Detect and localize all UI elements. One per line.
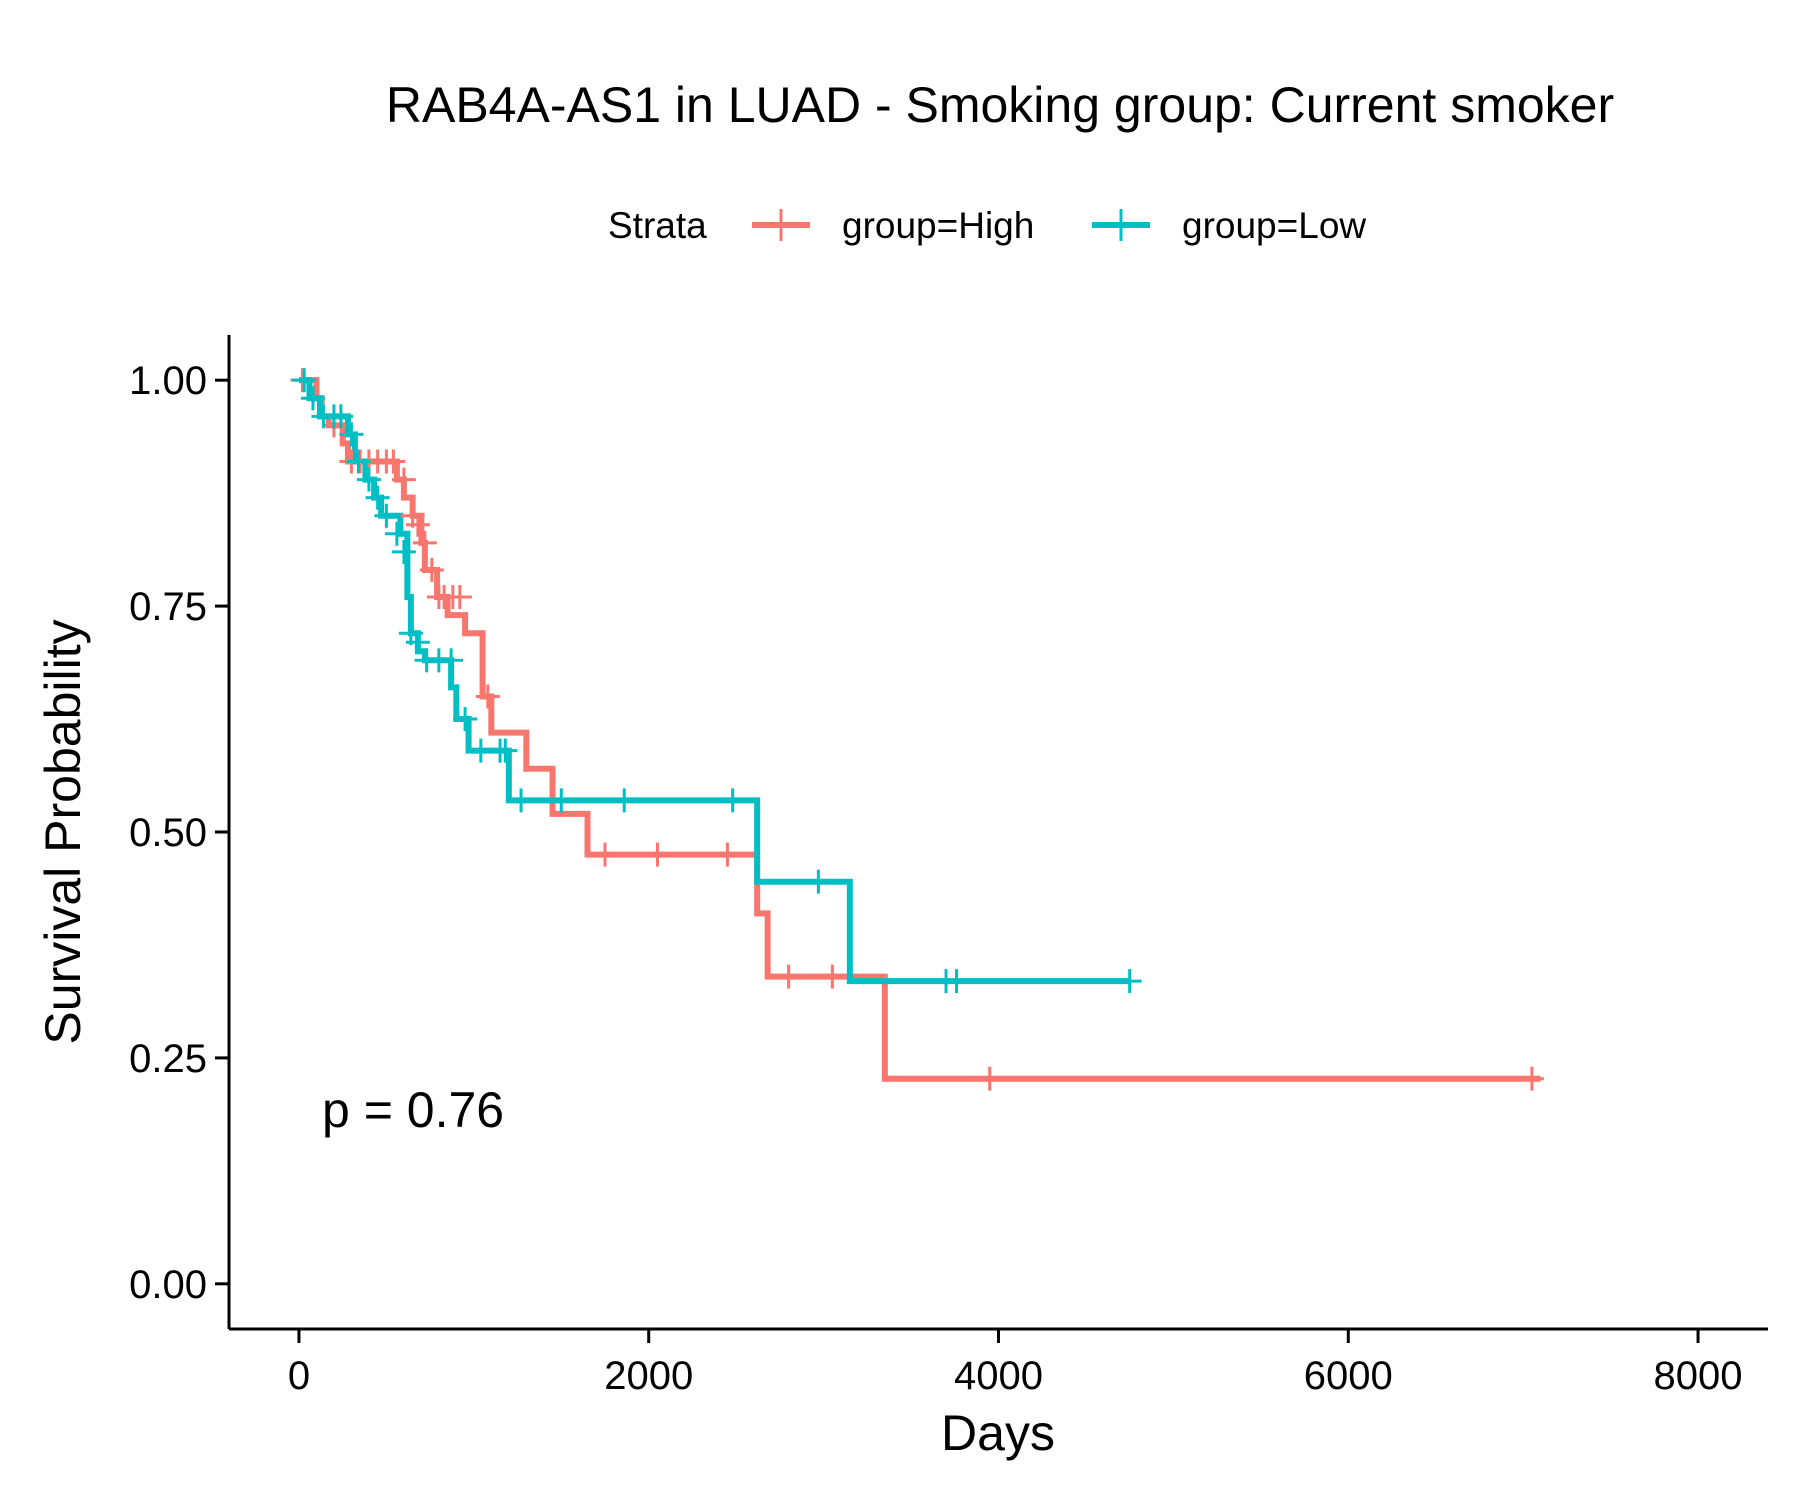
p-value-annotation: p = 0.76 xyxy=(322,1082,504,1138)
censor-mark-high xyxy=(391,467,416,492)
legend-title: Strata xyxy=(608,205,707,246)
censor-mark-low xyxy=(328,404,353,429)
legend-key-high xyxy=(752,209,810,241)
censor-mark-low xyxy=(374,503,399,528)
censor-mark-low xyxy=(944,969,969,994)
censor-marks xyxy=(290,368,1544,1091)
legend-key-low xyxy=(1092,209,1150,241)
censor-mark-high xyxy=(419,557,444,582)
x-tick-label: 4000 xyxy=(954,1354,1043,1398)
censor-mark-high xyxy=(645,842,670,867)
x-axis-title: Days xyxy=(941,1405,1055,1461)
censor-mark-high xyxy=(447,585,472,610)
censor-mark-low xyxy=(384,521,409,546)
censor-mark-high xyxy=(405,512,430,537)
legend-label-high: group=High xyxy=(842,205,1034,246)
censor-mark-high xyxy=(820,964,845,989)
plot-area: 0.00 0.25 0.50 0.75 1.00 0 2000 4000 6000 8000 xyxy=(129,335,1768,1398)
censor-mark-low xyxy=(549,788,574,813)
censor-mark-low xyxy=(720,788,745,813)
x-axis-ticks: 0 2000 4000 6000 8000 xyxy=(288,1329,1743,1398)
y-tick-label: 0.00 xyxy=(129,1263,207,1307)
censor-mark-low xyxy=(365,485,390,510)
y-axis-title: Survival Probability xyxy=(35,619,91,1044)
censor-mark-low xyxy=(806,869,831,894)
legend-label-low: group=Low xyxy=(1182,205,1366,246)
censor-mark-high xyxy=(977,1066,1002,1091)
censor-mark-high xyxy=(475,684,500,709)
censor-mark-low xyxy=(339,422,364,447)
censor-mark-low xyxy=(300,386,325,411)
censor-mark-high xyxy=(381,449,406,474)
x-tick-label: 6000 xyxy=(1304,1354,1393,1398)
survival-curves xyxy=(298,377,1541,1082)
censor-mark-low xyxy=(1117,969,1142,994)
censor-mark-low xyxy=(509,788,534,813)
censor-mark-low xyxy=(439,648,464,673)
censor-mark-high xyxy=(412,530,437,555)
censor-mark-low xyxy=(405,630,430,655)
x-tick-label: 0 xyxy=(288,1354,310,1398)
chart-title: RAB4A-AS1 in LUAD - Smoking group: Curre… xyxy=(386,77,1614,133)
y-tick-label: 0.75 xyxy=(129,585,207,629)
survival-curve-low xyxy=(298,377,1130,985)
y-tick-label: 0.50 xyxy=(129,811,207,855)
censor-mark-low xyxy=(391,539,416,564)
censor-mark-low xyxy=(612,788,637,813)
legend: Strata group=High group=Low xyxy=(608,205,1366,246)
censor-mark-low xyxy=(453,707,478,732)
censor-mark-low xyxy=(493,738,518,763)
censor-mark-low xyxy=(356,467,381,492)
y-tick-label: 1.00 xyxy=(129,359,207,403)
survival-curve-high xyxy=(298,377,1541,1082)
x-tick-label: 2000 xyxy=(604,1354,693,1398)
y-axis-ticks: 0.00 0.25 0.50 0.75 1.00 xyxy=(129,359,229,1307)
censor-mark-low xyxy=(346,449,371,474)
censor-mark-high xyxy=(1519,1066,1544,1091)
x-tick-label: 8000 xyxy=(1654,1354,1743,1398)
censor-mark-high xyxy=(776,964,801,989)
y-tick-label: 0.25 xyxy=(129,1037,207,1081)
censor-mark-high xyxy=(593,842,618,867)
censor-mark-low xyxy=(292,368,317,393)
censor-mark-high xyxy=(715,842,740,867)
